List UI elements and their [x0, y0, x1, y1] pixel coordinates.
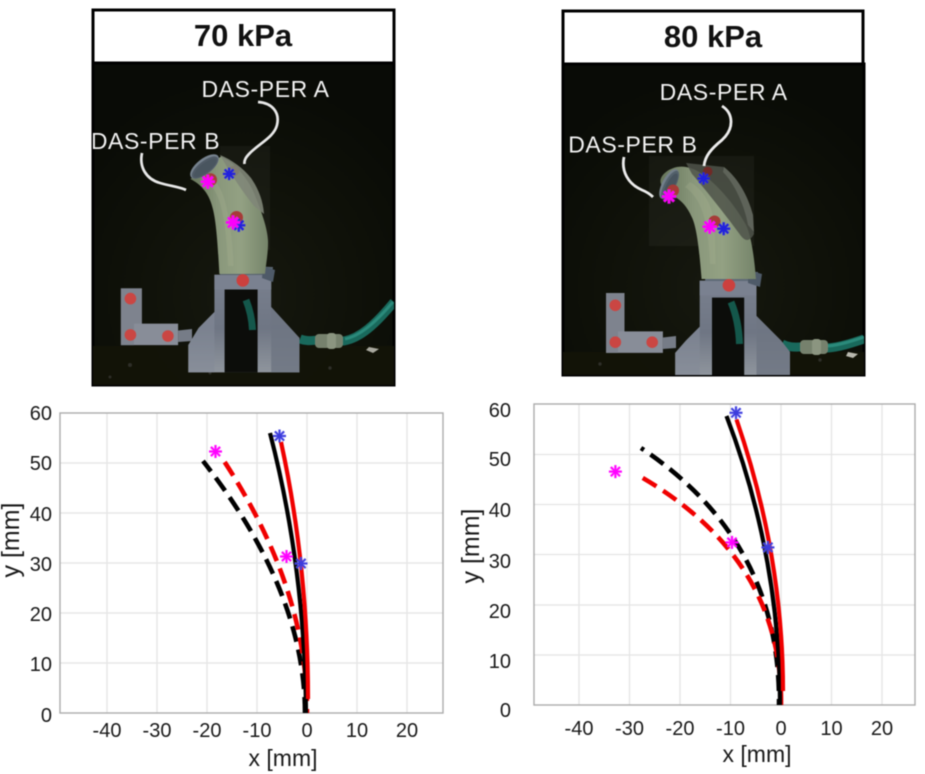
- svg-text:50: 50: [489, 449, 511, 471]
- svg-text:x [mm]: x [mm]: [723, 741, 792, 767]
- svg-text:10: 10: [30, 654, 52, 676]
- svg-text:10: 10: [346, 720, 368, 742]
- svg-text:30: 30: [30, 554, 52, 576]
- svg-text:10: 10: [489, 651, 511, 673]
- svg-text:0: 0: [41, 705, 52, 727]
- svg-text:30: 30: [489, 551, 511, 573]
- svg-text:80 kPa: 80 kPa: [664, 19, 763, 54]
- svg-text:0: 0: [775, 718, 786, 740]
- svg-text:DAS-PER A: DAS-PER A: [660, 79, 788, 105]
- svg-text:y [mm]: y [mm]: [457, 509, 485, 584]
- svg-text:40: 40: [30, 504, 52, 526]
- svg-text:x [mm]: x [mm]: [249, 745, 318, 771]
- svg-text:-20: -20: [193, 720, 222, 742]
- svg-text:0: 0: [301, 720, 312, 742]
- svg-text:60: 60: [489, 400, 511, 422]
- svg-text:-30: -30: [615, 718, 644, 740]
- svg-text:20: 20: [871, 718, 893, 740]
- svg-text:-40: -40: [565, 718, 594, 740]
- svg-text:y [mm]: y [mm]: [0, 503, 25, 578]
- svg-text:0: 0: [500, 700, 511, 722]
- svg-text:50: 50: [30, 453, 52, 475]
- svg-text:20: 20: [30, 604, 52, 626]
- svg-text:40: 40: [489, 500, 511, 522]
- svg-text:70 kPa: 70 kPa: [194, 18, 293, 53]
- svg-text:10: 10: [820, 718, 842, 740]
- svg-text:-40: -40: [93, 720, 122, 742]
- svg-text:20: 20: [396, 720, 418, 742]
- svg-text:-30: -30: [143, 720, 172, 742]
- svg-text:-20: -20: [666, 718, 695, 740]
- svg-text:-10: -10: [243, 720, 272, 742]
- svg-text:60: 60: [30, 403, 52, 425]
- svg-text:DAS-PER A: DAS-PER A: [201, 76, 329, 102]
- svg-text:DAS-PER B: DAS-PER B: [568, 132, 697, 158]
- svg-text:DAS-PER B: DAS-PER B: [91, 128, 220, 154]
- svg-text:20: 20: [489, 601, 511, 623]
- svg-text:-10: -10: [716, 718, 745, 740]
